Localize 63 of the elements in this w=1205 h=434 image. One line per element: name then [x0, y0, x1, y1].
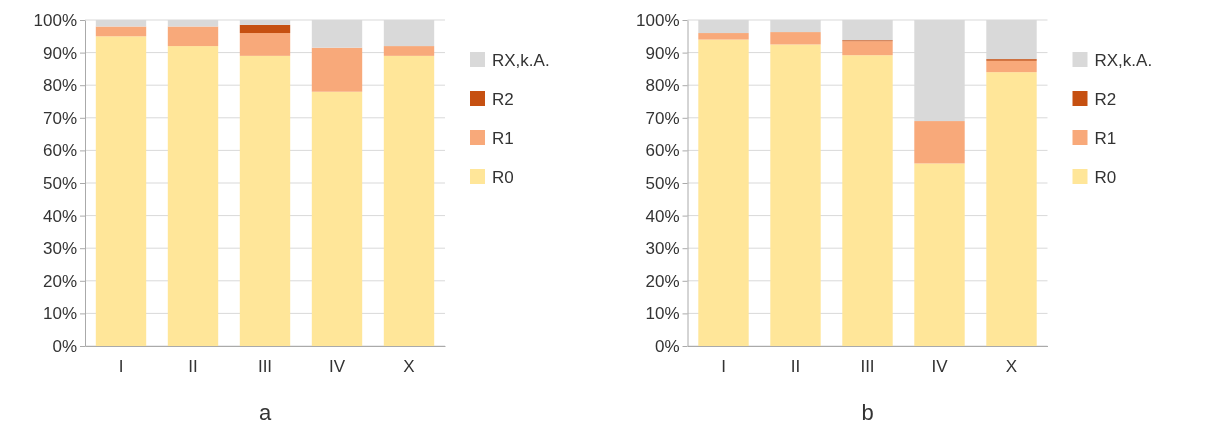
bar	[770, 32, 821, 45]
bar	[239, 55, 291, 346]
y-tick-label: 100%	[636, 10, 680, 30]
x-tick-label: IV	[931, 357, 949, 377]
legend-label: RX,k.A.	[492, 51, 550, 70]
bar	[239, 33, 291, 56]
x-tick-label: I	[118, 357, 124, 377]
bar	[914, 121, 965, 164]
y-tick-label: 90%	[645, 43, 680, 63]
x-tick-label: IV	[328, 357, 346, 377]
y-tick-label: 0%	[654, 336, 680, 356]
bar	[383, 46, 435, 56]
y-tick-label: 60%	[645, 141, 680, 161]
y-tick-label: 20%	[42, 271, 77, 291]
bar	[698, 33, 749, 40]
bar	[842, 41, 893, 56]
legend-label: R2	[492, 90, 514, 109]
legend-label: R1	[492, 129, 514, 148]
x-axis-title: a	[258, 400, 272, 425]
x-axis-title: b	[861, 400, 874, 425]
x-tick-label: I	[721, 357, 726, 377]
y-tick-label: 40%	[42, 206, 77, 226]
bar	[311, 91, 363, 346]
legend-label: R0	[492, 168, 514, 187]
y-tick-label: 60%	[42, 141, 77, 161]
x-tick-label: II	[188, 357, 198, 377]
y-tick-label: 10%	[42, 304, 77, 324]
y-tick-label: 10%	[645, 304, 680, 324]
bar	[698, 39, 749, 346]
bar	[167, 46, 219, 346]
y-tick-label: 70%	[645, 108, 680, 128]
bar	[95, 26, 147, 37]
bar	[383, 55, 435, 346]
y-tick-label: 80%	[645, 76, 680, 96]
legend-label: R2	[1094, 90, 1117, 109]
bar	[914, 163, 965, 346]
legend-label: R0	[1094, 168, 1117, 187]
bar	[842, 55, 893, 346]
bar	[95, 36, 147, 346]
y-tick-label: 80%	[42, 76, 77, 96]
bar	[311, 47, 363, 92]
y-tick-label: 70%	[42, 108, 77, 128]
bar	[986, 60, 1037, 73]
y-tick-label: 50%	[645, 173, 680, 193]
legend-label: RX,k.A.	[1094, 51, 1153, 70]
y-tick-label: 100%	[33, 10, 77, 30]
bar	[239, 24, 291, 34]
legend-label: R1	[1094, 129, 1117, 148]
y-tick-label: 90%	[42, 43, 77, 63]
bar	[770, 44, 821, 346]
y-tick-label: 50%	[42, 173, 77, 193]
y-tick-label: 40%	[645, 206, 680, 226]
bar	[167, 26, 219, 47]
x-tick-label: II	[790, 357, 801, 377]
x-tick-label: X	[1005, 357, 1018, 377]
y-tick-label: 30%	[42, 239, 77, 259]
x-tick-label: III	[257, 357, 273, 377]
y-tick-label: 20%	[645, 271, 680, 291]
bar	[986, 72, 1037, 346]
x-tick-label: III	[860, 357, 875, 377]
y-tick-label: 0%	[52, 336, 77, 356]
y-tick-label: 30%	[645, 239, 680, 259]
x-tick-label: X	[403, 357, 415, 377]
